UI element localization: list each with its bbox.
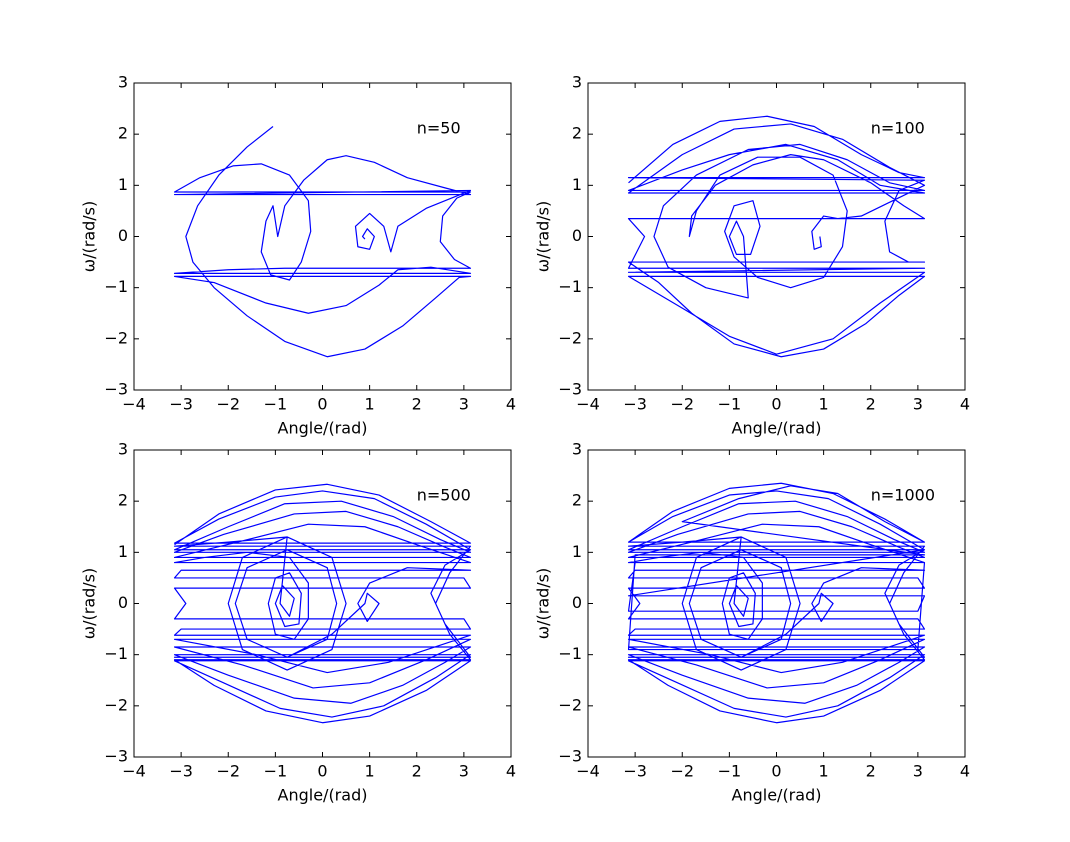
x-tick-label: −4: [122, 395, 146, 414]
x-axis-label: Angle/(rad): [732, 419, 822, 438]
y-tick-label: 3: [572, 73, 582, 92]
y-tick-label: −1: [558, 277, 582, 296]
x-tick-label: 3: [913, 762, 923, 781]
x-tick-label: 0: [771, 395, 781, 414]
y-tick-label: −2: [558, 328, 582, 347]
x-tick-label: 0: [771, 762, 781, 781]
y-tick-label: −2: [104, 328, 128, 347]
y-tick-label: 0: [118, 226, 128, 245]
y-tick-label: 0: [572, 593, 582, 612]
x-tick-label: −2: [216, 762, 240, 781]
y-tick-label: −3: [558, 747, 582, 766]
x-tick-label: −2: [670, 395, 694, 414]
x-tick-label: 0: [317, 395, 327, 414]
x-tick-label: 2: [412, 762, 422, 781]
y-tick-label: −2: [104, 695, 128, 714]
x-tick-label: 4: [506, 762, 516, 781]
x-tick-label: 0: [317, 762, 327, 781]
annotation: n=1000: [871, 486, 935, 505]
trajectory: [627, 115, 926, 358]
y-tick-label: 1: [118, 175, 128, 194]
x-tick-label: −3: [623, 762, 647, 781]
x-tick-label: −2: [216, 395, 240, 414]
y-tick-label: −3: [104, 380, 128, 399]
x-tick-label: 2: [412, 395, 422, 414]
x-tick-label: −3: [169, 762, 193, 781]
y-tick-label: 0: [118, 593, 128, 612]
x-tick-label: 4: [960, 762, 970, 781]
y-tick-label: −1: [558, 644, 582, 663]
y-tick-label: 2: [572, 491, 582, 510]
y-tick-label: 2: [118, 491, 128, 510]
y-tick-label: 3: [118, 440, 128, 459]
annotation: n=50: [417, 119, 461, 138]
subplot: −4 −3 −2 −1 0 1 2 3 4−3−2−10123Angle/(rad)ω/(rad…: [534, 73, 971, 438]
y-tick-label: −1: [104, 277, 128, 296]
annotation: n=100: [871, 119, 925, 138]
annotation: n=500: [417, 486, 471, 505]
x-tick-label: 3: [459, 395, 469, 414]
trajectory: [627, 482, 926, 724]
y-tick-label: 2: [572, 124, 582, 143]
x-tick-label: −4: [576, 762, 600, 781]
y-tick-label: −2: [558, 695, 582, 714]
y-tick-label: −1: [104, 644, 128, 663]
y-tick-label: −3: [558, 380, 582, 399]
y-tick-label: 3: [572, 440, 582, 459]
x-axis-label: Angle/(rad): [732, 786, 822, 805]
x-tick-label: −4: [576, 395, 600, 414]
x-tick-label: 4: [506, 395, 516, 414]
x-tick-label: −1: [718, 762, 742, 781]
x-axis-label: Angle/(rad): [278, 419, 368, 438]
y-axis-label: ω/(rad/s): [80, 568, 99, 640]
subplot: −4 −3 −2 −1 0 1 2 3 4−3−2−10123Angle/(rad)ω/(rad…: [80, 440, 517, 805]
y-axis-label: ω/(rad/s): [80, 201, 99, 273]
x-tick-label: 1: [819, 762, 829, 781]
subplot: −4 −3 −2 −1 0 1 2 3 4−3−2−10123Angle/(rad)ω/(rad…: [534, 440, 971, 805]
x-tick-label: 3: [459, 762, 469, 781]
y-tick-label: 1: [572, 175, 582, 194]
y-tick-label: 0: [572, 226, 582, 245]
x-tick-label: −3: [169, 395, 193, 414]
y-tick-label: 1: [118, 542, 128, 561]
x-tick-label: −3: [623, 395, 647, 414]
x-tick-label: 2: [866, 395, 876, 414]
x-tick-label: 3: [913, 395, 923, 414]
x-tick-label: −1: [264, 762, 288, 781]
trajectory: [173, 483, 472, 724]
x-tick-label: 1: [819, 395, 829, 414]
x-tick-label: 1: [365, 762, 375, 781]
trajectory: [173, 126, 472, 358]
x-tick-label: −4: [122, 762, 146, 781]
y-axis-label: ω/(rad/s): [534, 201, 553, 273]
y-tick-label: 1: [572, 542, 582, 561]
subplot: −4 −3 −2 −1 0 1 2 3 4−3−2−10123Angle/(rad)ω/(rad…: [80, 73, 517, 438]
x-tick-label: 1: [365, 395, 375, 414]
x-axis-label: Angle/(rad): [278, 786, 368, 805]
y-axis-label: ω/(rad/s): [534, 568, 553, 640]
x-tick-label: −1: [264, 395, 288, 414]
y-tick-label: −3: [104, 747, 128, 766]
x-tick-label: 2: [866, 762, 876, 781]
x-tick-label: −2: [670, 762, 694, 781]
y-tick-label: 2: [118, 124, 128, 143]
y-tick-label: 3: [118, 73, 128, 92]
x-tick-label: 4: [960, 395, 970, 414]
x-tick-label: −1: [718, 395, 742, 414]
